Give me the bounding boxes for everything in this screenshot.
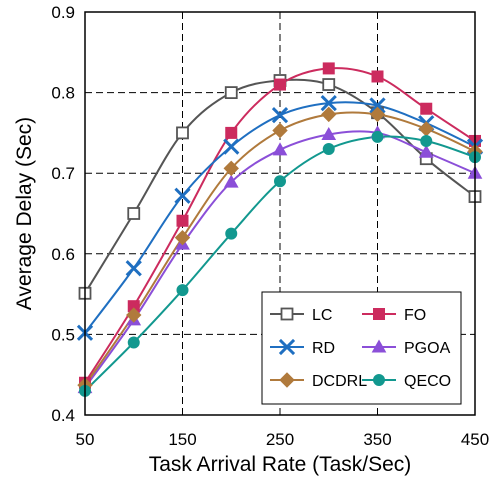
legend-marker-qeco — [373, 374, 385, 386]
y-tick-label: 0.7 — [51, 164, 75, 183]
data-point-fo — [225, 126, 238, 139]
data-point-dcdrl — [369, 106, 386, 123]
y-tick-label: 0.5 — [51, 325, 75, 344]
data-point-pgoa — [272, 142, 288, 156]
data-point-qeco — [371, 130, 384, 143]
data-point-rd — [320, 94, 337, 112]
series-line-qeco — [84, 135, 476, 392]
data-point-rd — [174, 187, 191, 204]
data-point-pgoa — [321, 126, 337, 141]
legend-item-fo: FO — [362, 307, 426, 324]
y-tick-labels: 0.4 0.5 0.6 0.7 0.8 0.9 — [51, 3, 75, 425]
data-point-pgoa — [418, 144, 434, 158]
data-point-dcdrl — [272, 122, 288, 139]
y-axis-label: Average Delay (Sec) — [13, 117, 36, 310]
y-tick-label: 0.4 — [51, 406, 75, 425]
data-point-lc — [322, 78, 336, 91]
series-line-fo — [84, 67, 476, 384]
data-point-qeco — [225, 227, 238, 240]
data-point-fo — [176, 214, 189, 227]
data-point-lc — [176, 126, 189, 140]
data-point-pgoa — [223, 174, 239, 188]
series-lines — [84, 67, 476, 392]
legend-marker-rd — [278, 338, 296, 356]
y-tick-label: 0.8 — [51, 84, 75, 103]
data-point-qeco — [127, 336, 140, 349]
series-points-dcdrl — [77, 106, 483, 393]
legend-item-pgoa: PGOA — [362, 339, 451, 357]
legend-label-rd: RD — [312, 340, 335, 357]
legend-label-lc: LC — [312, 307, 332, 324]
data-point-lc — [127, 207, 141, 220]
legend: LC FO RD PGOA DCDRL QECO — [261, 291, 462, 405]
data-point-rd — [125, 260, 142, 277]
data-point-qeco — [420, 134, 433, 147]
data-point-dcdrl — [418, 121, 434, 137]
data-point-fo — [322, 62, 335, 75]
legend-marker-dcdrl — [279, 372, 295, 388]
data-point-rd — [223, 138, 240, 155]
data-point-dcdrl — [321, 106, 337, 123]
x-tick-label: 150 — [168, 430, 196, 449]
data-point-qeco — [176, 284, 189, 297]
legend-marker-lc — [280, 307, 294, 321]
x-axis-label: Task Arrival Rate (Task/Sec) — [149, 453, 412, 476]
y-tick-label: 0.9 — [51, 3, 75, 22]
data-point-qeco — [274, 175, 286, 188]
y-tick-label: 0.6 — [51, 245, 75, 264]
legend-label-dcdrl: DCDRL — [312, 373, 367, 390]
data-point-rd — [271, 107, 289, 124]
plot-frame — [84, 11, 476, 416]
data-point-rd — [369, 97, 386, 114]
x-tick-label: 350 — [363, 430, 391, 449]
legend-item-rd: RD — [270, 338, 335, 357]
data-point-fo — [274, 78, 286, 91]
data-point-dcdrl — [174, 229, 191, 246]
legend-label-qeco: QECO — [404, 373, 451, 390]
data-point-dcdrl — [223, 160, 239, 177]
data-point-fo — [420, 102, 433, 115]
data-point-lc — [224, 86, 238, 99]
legend-item-qeco: QECO — [362, 373, 451, 390]
legend-label-fo: FO — [404, 307, 426, 324]
x-tick-label: 450 — [461, 430, 489, 449]
x-tick-label: 50 — [76, 430, 95, 449]
series-line-dcdrl — [84, 111, 476, 386]
data-point-qeco — [322, 143, 335, 156]
series-line-rd — [84, 101, 476, 334]
legend-marker-pgoa — [371, 339, 387, 353]
data-point-dcdrl — [126, 307, 142, 323]
legend-item-lc: LC — [270, 307, 332, 324]
x-tick-labels: 50 150 250 350 450 — [76, 430, 490, 449]
legend-label-pgoa: PGOA — [404, 340, 451, 357]
x-tick-label: 250 — [266, 430, 294, 449]
legend-item-dcdrl: DCDRL — [270, 372, 367, 390]
data-point-fo — [371, 70, 384, 83]
legend-marker-fo — [373, 308, 385, 320]
